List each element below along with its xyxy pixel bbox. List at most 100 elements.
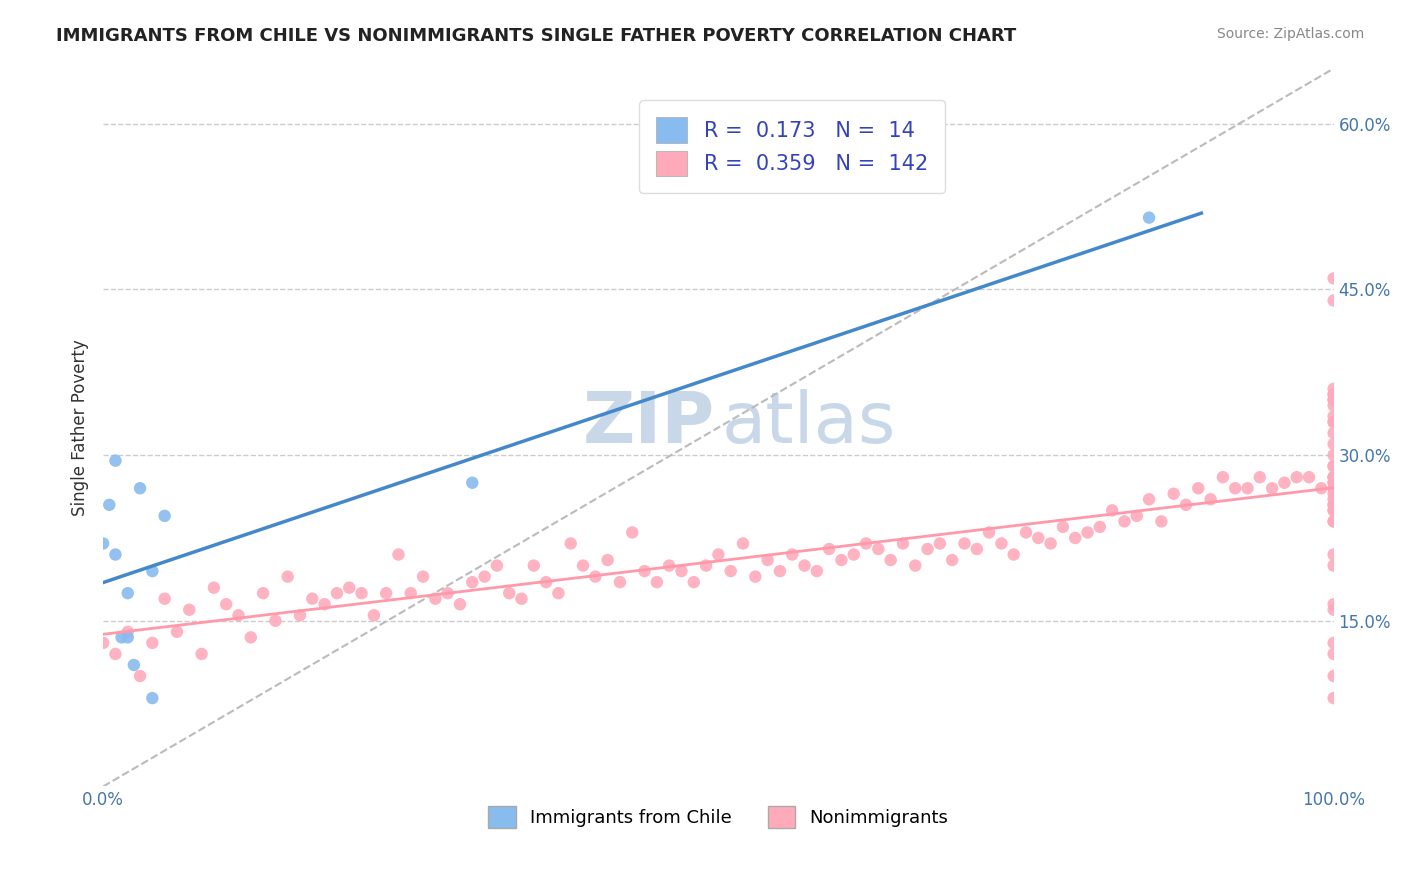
Point (104, 647, 127, 661)
Point (436, 586, 458, 600)
Point (855, 536, 877, 550)
Point (1323, 459, 1346, 474)
Point (277, 569, 299, 583)
Point (461, 475, 484, 490)
Point (1052, 520, 1074, 534)
Point (977, 525, 1000, 540)
Point (645, 575, 668, 590)
Point (523, 558, 546, 573)
Point (1002, 548, 1025, 562)
Point (91, 636, 114, 650)
Point (1274, 475, 1296, 490)
Point (363, 608, 385, 623)
Point (1114, 515, 1136, 529)
Point (228, 608, 250, 623)
Point (314, 597, 336, 611)
Point (1323, 515, 1346, 529)
Point (1323, 515, 1346, 529)
Point (1236, 481, 1258, 495)
Point (1137, 211, 1160, 225)
Point (1323, 636, 1346, 650)
Point (375, 586, 398, 600)
Point (190, 647, 212, 661)
Point (793, 558, 815, 573)
Point (990, 536, 1012, 550)
Point (1323, 415, 1346, 429)
Point (485, 558, 508, 573)
Point (1261, 481, 1284, 495)
Point (1310, 481, 1333, 495)
Point (953, 536, 976, 550)
Point (928, 536, 950, 550)
Point (153, 508, 176, 523)
Point (1323, 387, 1346, 401)
Point (534, 575, 557, 590)
Point (179, 603, 201, 617)
Point (583, 569, 606, 583)
Point (1076, 525, 1098, 540)
Point (141, 564, 163, 578)
Legend: Immigrants from Chile, Nonimmigrants: Immigrants from Chile, Nonimmigrants (481, 798, 956, 835)
Point (1323, 470, 1346, 484)
Point (1323, 481, 1346, 495)
Point (98, 498, 121, 512)
Point (572, 558, 595, 573)
Point (1323, 470, 1346, 484)
Point (1225, 481, 1247, 495)
Point (1150, 515, 1173, 529)
Point (461, 575, 484, 590)
Point (1323, 475, 1346, 490)
Point (1187, 481, 1209, 495)
Point (1175, 498, 1198, 512)
Point (1249, 470, 1271, 484)
Y-axis label: Single Father Poverty: Single Father Poverty (72, 339, 89, 516)
Point (1163, 487, 1185, 501)
Point (1285, 470, 1308, 484)
Point (1323, 498, 1346, 512)
Point (1323, 498, 1346, 512)
Point (917, 541, 939, 556)
Point (842, 548, 865, 562)
Point (1323, 492, 1346, 507)
Point (387, 548, 409, 562)
Point (1323, 691, 1346, 706)
Point (1323, 503, 1346, 517)
Text: ZIP: ZIP (582, 390, 714, 458)
Point (868, 541, 890, 556)
Point (288, 608, 311, 623)
Point (1323, 437, 1346, 451)
Point (1323, 392, 1346, 407)
Point (1126, 508, 1149, 523)
Point (1101, 503, 1123, 517)
Point (1137, 492, 1160, 507)
Point (1323, 558, 1346, 573)
Point (1323, 470, 1346, 484)
Point (239, 631, 262, 645)
Point (412, 569, 434, 583)
Point (264, 614, 287, 628)
Point (337, 581, 360, 595)
Point (166, 624, 188, 639)
Point (1088, 520, 1111, 534)
Point (1323, 548, 1346, 562)
Point (1323, 603, 1346, 617)
Point (1323, 448, 1346, 462)
Point (941, 553, 963, 567)
Point (117, 624, 139, 639)
Point (350, 586, 373, 600)
Point (806, 564, 828, 578)
Point (621, 525, 644, 540)
Point (202, 581, 225, 595)
Point (879, 553, 901, 567)
Point (141, 691, 163, 706)
Point (301, 591, 323, 606)
Point (215, 597, 238, 611)
Point (966, 541, 988, 556)
Point (474, 569, 496, 583)
Point (1323, 503, 1346, 517)
Point (1323, 669, 1346, 683)
Point (609, 575, 631, 590)
Point (1323, 387, 1346, 401)
Point (904, 558, 927, 573)
Point (326, 586, 349, 600)
